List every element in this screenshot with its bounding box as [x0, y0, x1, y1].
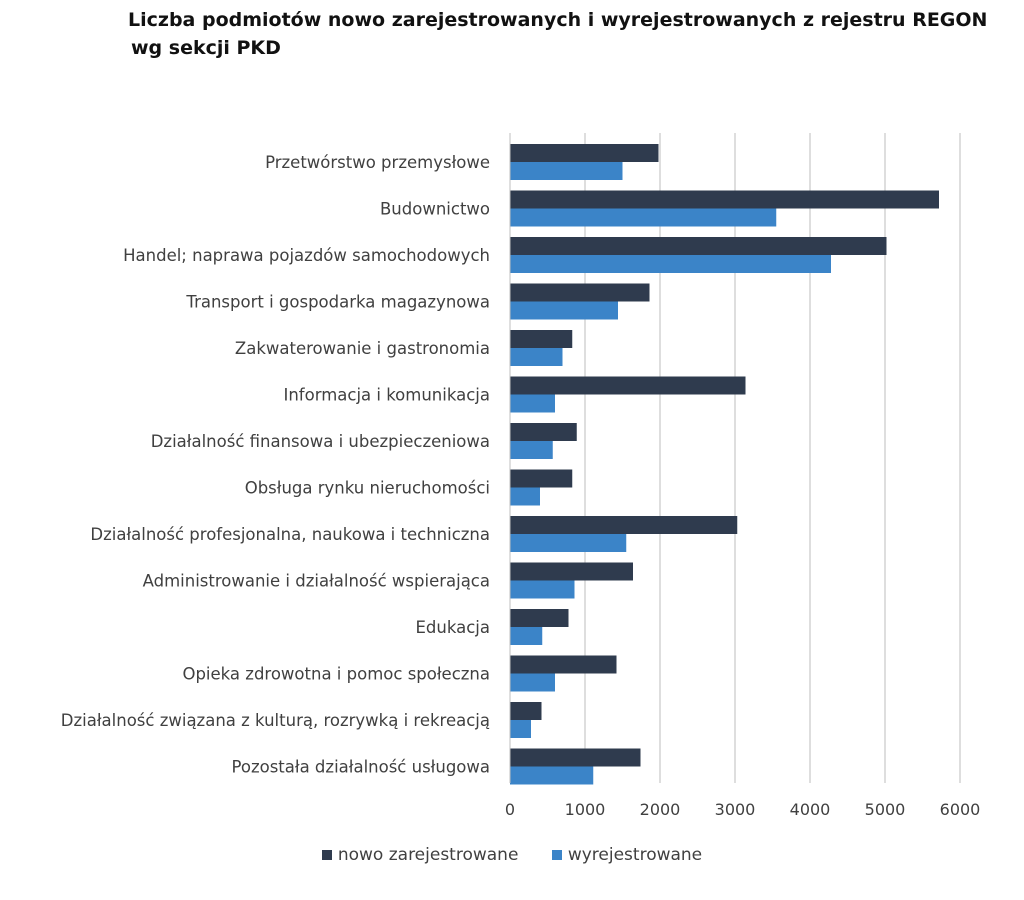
x-tick-label: 4000	[790, 800, 831, 819]
legend-swatch-removed	[551, 850, 562, 860]
category-label: Obsługa rynku nieruchomości	[245, 479, 490, 498]
x-tick-label: 5000	[865, 800, 906, 819]
grid-lines	[584, 133, 961, 783]
category-label: Transport i gospodarka magazynowa	[185, 293, 490, 312]
bar-wyrejestrowane	[510, 394, 555, 413]
category-label: Działalność związana z kulturą, rozrywką…	[61, 711, 490, 730]
bars	[510, 144, 939, 785]
category-label: Edukacja	[416, 618, 491, 637]
chart-title-line-2: wg sekcji PKD	[131, 37, 281, 59]
bar-wyrejestrowane	[510, 580, 575, 599]
bar-wyrejestrowane	[510, 766, 594, 785]
legend-label-new: nowo zarejestrowane	[337, 845, 519, 865]
legend: nowo zarejestrowane wyrejestrowane	[0, 845, 1024, 865]
category-label: Działalność finansowa i ubezpieczeniowa	[151, 432, 490, 451]
x-tick-label: 3000	[715, 800, 756, 819]
category-label: Opieka zdrowotna i pomoc społeczna	[182, 665, 490, 684]
bar-nowo-zarejestrowane	[510, 144, 659, 162]
legend-item-new: nowo zarejestrowane	[321, 845, 519, 865]
category-label: Przetwórstwo przemysłowe	[265, 153, 490, 172]
bar-wyrejestrowane	[510, 255, 831, 273]
category-label: Zakwaterowanie i gastronomia	[235, 339, 490, 358]
x-tick-label: 6000	[940, 800, 981, 819]
bar-nowo-zarejestrowane	[510, 237, 887, 255]
bar-wyrejestrowane	[510, 720, 531, 738]
x-tick-label: 1000	[565, 800, 606, 819]
bar-chart: Przetwórstwo przemysłowe Budownictwo Hande…	[61, 133, 980, 819]
category-label: Pozostała działalność usługowa	[232, 758, 491, 777]
bar-nowo-zarejestrowane	[510, 376, 746, 395]
legend-item-removed: wyrejestrowane	[551, 845, 703, 865]
category-label: Handel; naprawa pojazdów samochodowych	[123, 246, 490, 265]
legend-swatch-new	[321, 850, 332, 860]
legend-label-removed: wyrejestrowane	[567, 845, 703, 865]
bar-nowo-zarejestrowane	[510, 655, 617, 674]
bar-nowo-zarejestrowane	[510, 562, 633, 581]
bar-wyrejestrowane	[510, 208, 777, 227]
bar-wyrejestrowane	[510, 673, 555, 692]
bar-wyrejestrowane	[510, 162, 623, 180]
chart-title: Liczba podmiotów nowo zarejestrowanych i…	[128, 6, 1008, 62]
bar-wyrejestrowane	[510, 487, 540, 506]
bar-nowo-zarejestrowane	[510, 702, 542, 720]
x-tick-label: 0	[505, 800, 515, 819]
bar-wyrejestrowane	[510, 301, 618, 320]
category-label: Informacja i komunikacja	[283, 386, 490, 405]
category-labels: Przetwórstwo przemysłowe Budownictwo Hande…	[61, 153, 490, 777]
bar-nowo-zarejestrowane	[510, 330, 573, 348]
bar-wyrejestrowane	[510, 441, 553, 459]
bar-nowo-zarejestrowane	[510, 609, 569, 627]
bar-nowo-zarejestrowane	[510, 748, 641, 767]
bar-wyrejestrowane	[510, 534, 627, 552]
x-axis-ticks: 0 1000 2000 3000 4000 5000 6000	[505, 800, 980, 819]
bar-nowo-zarejestrowane	[510, 516, 738, 534]
bar-nowo-zarejestrowane	[510, 283, 650, 302]
bar-nowo-zarejestrowane	[510, 190, 939, 209]
bar-wyrejestrowane	[510, 348, 563, 366]
category-label: Administrowanie i działalność wspierając…	[143, 572, 490, 591]
x-tick-label: 2000	[640, 800, 681, 819]
bar-nowo-zarejestrowane	[510, 423, 577, 441]
bar-wyrejestrowane	[510, 627, 543, 645]
bar-nowo-zarejestrowane	[510, 469, 573, 488]
category-label: Działalność profesjonalna, naukowa i tec…	[90, 525, 490, 544]
category-label: Budownictwo	[380, 200, 490, 219]
chart-title-line-1: Liczba podmiotów nowo zarejestrowanych i…	[128, 9, 988, 31]
